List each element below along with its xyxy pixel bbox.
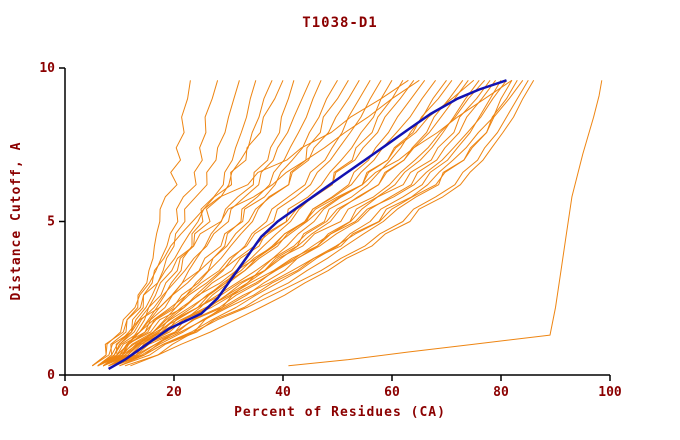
model-line xyxy=(102,80,257,367)
model-line xyxy=(91,80,284,367)
model-line xyxy=(108,80,322,367)
model-line xyxy=(97,80,311,367)
model-line xyxy=(124,80,535,367)
y-tick-label: 10 xyxy=(39,61,55,76)
x-tick-label: 40 xyxy=(275,385,291,400)
model-line xyxy=(97,79,420,367)
model-line xyxy=(97,80,507,367)
chart-title: T1038-D1 xyxy=(302,15,378,31)
model-line xyxy=(113,80,404,367)
model-line xyxy=(97,80,453,367)
y-tick-label: 0 xyxy=(47,368,55,383)
model-line xyxy=(113,80,502,367)
highlight-line xyxy=(107,79,507,370)
model-line xyxy=(102,79,409,367)
model-line xyxy=(92,80,360,367)
outlier-line xyxy=(288,80,603,367)
model-line xyxy=(103,80,524,367)
model-line xyxy=(130,79,475,367)
y-axis-ticks: 0 5 10 xyxy=(39,61,65,383)
x-tick-label: 0 xyxy=(61,385,69,400)
model-line xyxy=(102,80,469,367)
model-line xyxy=(97,80,382,367)
model-line xyxy=(113,80,480,367)
model-line xyxy=(97,80,415,367)
model-line xyxy=(113,80,529,367)
model-line xyxy=(97,80,240,367)
model-series-group xyxy=(91,79,535,367)
y-tick-label: 5 xyxy=(47,215,55,230)
model-line xyxy=(97,80,191,367)
x-tick-label: 60 xyxy=(384,385,400,400)
model-line xyxy=(97,80,338,367)
model-line xyxy=(97,80,273,367)
x-tick-label: 80 xyxy=(493,385,509,400)
model-line xyxy=(91,80,219,367)
x-tick-label: 20 xyxy=(166,385,182,400)
x-tick-label: 100 xyxy=(598,385,622,400)
model-line xyxy=(97,79,486,367)
x-axis-ticks: 0 20 40 60 80 100 xyxy=(61,375,622,400)
x-axis-label: Percent of Residues (CA) xyxy=(234,405,446,420)
model-line xyxy=(108,80,513,367)
model-line xyxy=(119,80,518,367)
y-axis-label: Distance Cutoff, A xyxy=(9,141,24,301)
